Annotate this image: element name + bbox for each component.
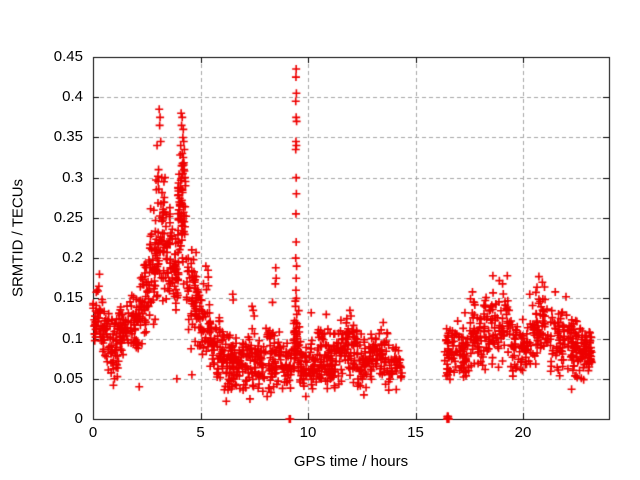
x-tick-label: 0 — [88, 424, 98, 441]
y-tick-label: 0.05 — [53, 369, 83, 387]
y-axis-title: SRMTID / TECUs — [9, 178, 27, 298]
y-tick-label: 0.1 — [62, 329, 83, 347]
y-tick-label: 0.15 — [53, 289, 83, 307]
x-axis-title: GPS time / hours — [293, 453, 409, 470]
y-tick-label: 0.4 — [62, 88, 83, 106]
y-tick-label: 0 — [74, 410, 83, 427]
x-tick-label: 20 — [514, 424, 532, 441]
y-tick-label: 0.35 — [53, 128, 83, 146]
y-tick-label: 0.3 — [62, 168, 83, 186]
x-tick-label: 10 — [299, 424, 317, 441]
y-tick-label: 0.25 — [53, 208, 83, 226]
x-tick-label: 5 — [196, 424, 205, 441]
y-tick-label: 0.2 — [62, 249, 83, 267]
y-tick-label: 0.45 — [53, 48, 83, 65]
x-tick-label: 15 — [407, 424, 424, 441]
